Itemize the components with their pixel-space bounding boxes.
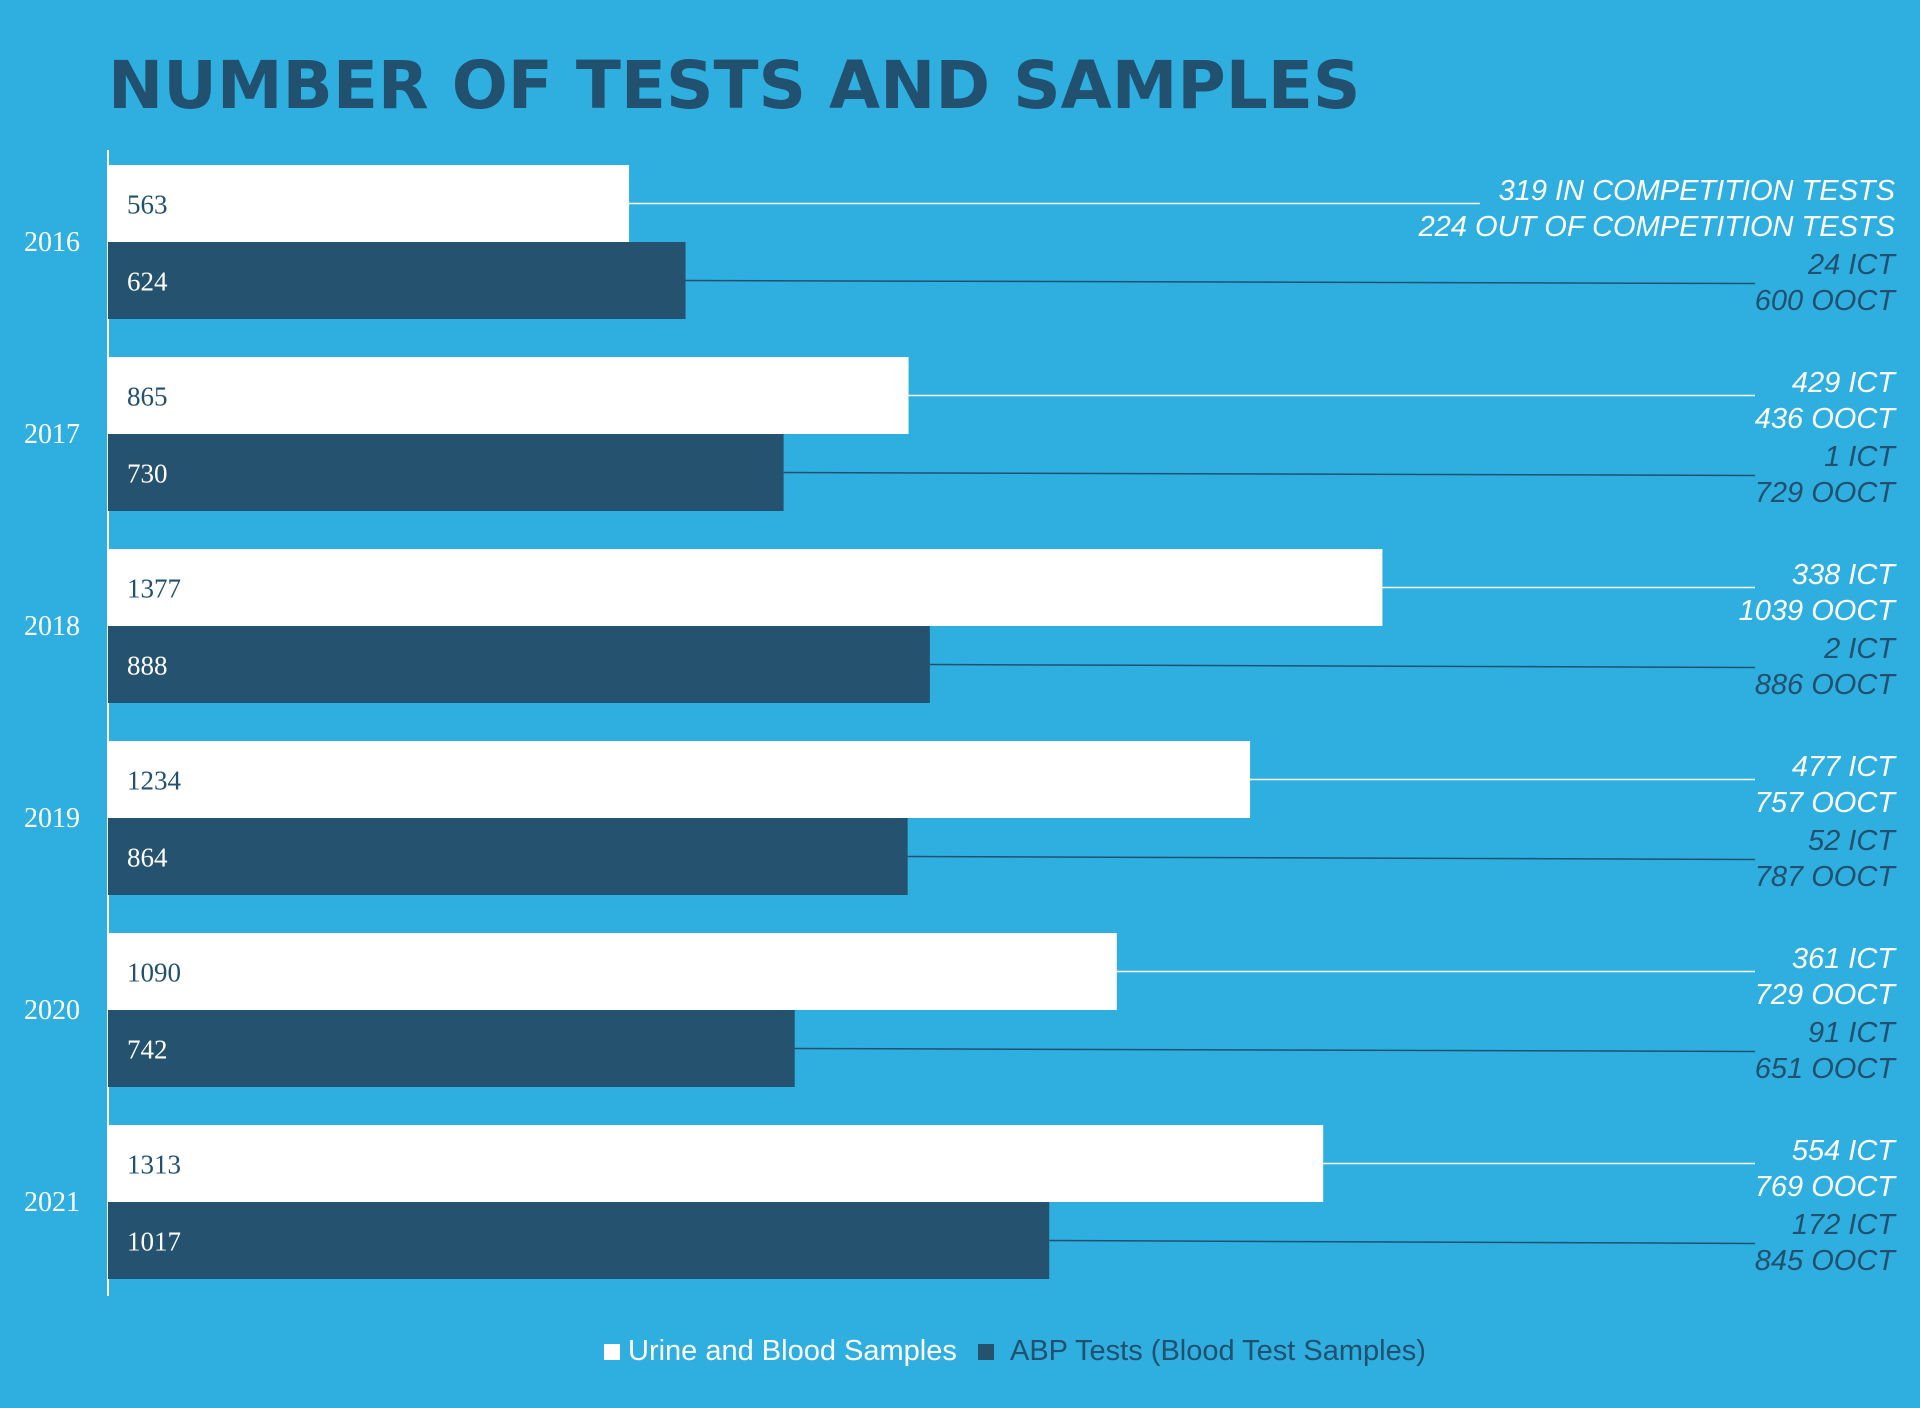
bar-samples-2020: [108, 933, 1117, 1010]
note-samples-2021-0: 554 ICT: [1792, 1135, 1897, 1167]
note-samples-2019-1: 757 OOCT: [1755, 787, 1897, 819]
bar-value-abp-2017: 730: [127, 459, 168, 489]
legend-swatch-samples: [604, 1344, 620, 1360]
note-abp-2016-0: 24 ICT: [1807, 249, 1897, 281]
year-label-2021: 2021: [24, 1187, 80, 1218]
note-samples-2018-1: 1039 OOCT: [1739, 595, 1898, 627]
bar-samples-2017: [108, 357, 909, 434]
leader-line-abp-2020: [794, 1047, 1756, 1053]
bar-value-samples-2020: 1090: [127, 958, 181, 988]
bar-value-samples-2018: 1377: [127, 574, 181, 604]
note-abp-2017-0: 1 ICT: [1824, 441, 1897, 473]
leader-line-abp-2019: [907, 855, 1756, 861]
year-label-2016: 2016: [24, 227, 80, 258]
bar-samples-2016: [108, 165, 630, 242]
bar-value-abp-2019: 864: [127, 843, 168, 873]
leader-line-abp-2018: [929, 663, 1756, 669]
bar-abp-2019: [108, 818, 908, 895]
leader-line-abp-2017: [783, 471, 1756, 477]
bar-abp-2017: [108, 434, 784, 511]
bar-value-abp-2021: 1017: [127, 1227, 181, 1257]
bar-value-abp-2016: 624: [127, 267, 168, 297]
note-abp-2020-0: 91 ICT: [1808, 1017, 1897, 1049]
note-abp-2019-0: 52 ICT: [1808, 825, 1897, 857]
note-abp-2018-1: 886 OOCT: [1755, 669, 1897, 701]
legend-swatch-abp: [978, 1344, 994, 1360]
note-abp-2018-0: 2 ICT: [1823, 633, 1897, 665]
bar-abp-2018: [108, 626, 930, 703]
note-samples-2018-0: 338 ICT: [1792, 559, 1897, 591]
chart-title: NUMBER OF TESTS AND SAMPLES: [108, 47, 1360, 124]
note-abp-2021-1: 845 OOCT: [1755, 1245, 1897, 1277]
note-samples-2016-1: 224 OUT OF COMPETITION TESTS: [1418, 211, 1896, 243]
legend-label-samples: Urine and Blood Samples: [628, 1335, 957, 1367]
leader-line-abp-2016: [685, 279, 1756, 285]
bar-value-abp-2018: 888: [127, 651, 168, 681]
note-samples-2017-1: 436 OOCT: [1755, 403, 1897, 435]
leader-line-abp-2021: [1049, 1239, 1756, 1245]
bar-abp-2020: [108, 1010, 795, 1087]
year-label-2019: 2019: [24, 803, 80, 834]
legend: Urine and Blood Samples ABP Tests (Blood …: [604, 1335, 1426, 1367]
bar-value-samples-2021: 1313: [127, 1150, 181, 1180]
bars-layer: 2016 563 319 IN COMPETITION TESTS 224 OUT O…: [24, 165, 1897, 1279]
note-samples-2017-0: 429 ICT: [1792, 367, 1897, 399]
bar-value-samples-2016: 563: [127, 190, 168, 220]
note-abp-2017-1: 729 OOCT: [1755, 477, 1897, 509]
note-samples-2020-0: 361 ICT: [1792, 943, 1897, 975]
note-abp-2021-0: 172 ICT: [1792, 1209, 1897, 1241]
bar-value-samples-2017: 865: [127, 382, 168, 412]
bar-value-samples-2019: 1234: [127, 766, 182, 796]
year-label-2017: 2017: [24, 419, 80, 450]
bar-abp-2016: [108, 242, 686, 319]
bar-samples-2019: [108, 741, 1251, 818]
note-abp-2020-1: 651 OOCT: [1755, 1053, 1897, 1085]
note-samples-2016-0: 319 IN COMPETITION TESTS: [1499, 175, 1896, 207]
bar-samples-2018: [108, 549, 1383, 626]
note-abp-2016-1: 600 OOCT: [1755, 285, 1897, 317]
legend-label-abp: ABP Tests (Blood Test Samples): [1010, 1335, 1426, 1367]
bar-value-abp-2020: 742: [127, 1035, 168, 1065]
year-label-2018: 2018: [24, 611, 80, 642]
bar-abp-2021: [108, 1202, 1050, 1279]
bar-samples-2021: [108, 1125, 1324, 1202]
note-samples-2019-0: 477 ICT: [1792, 751, 1897, 783]
note-abp-2019-1: 787 OOCT: [1755, 861, 1897, 893]
year-label-2020: 2020: [24, 995, 80, 1026]
note-samples-2021-1: 769 OOCT: [1755, 1171, 1897, 1203]
note-samples-2020-1: 729 OOCT: [1755, 979, 1897, 1011]
